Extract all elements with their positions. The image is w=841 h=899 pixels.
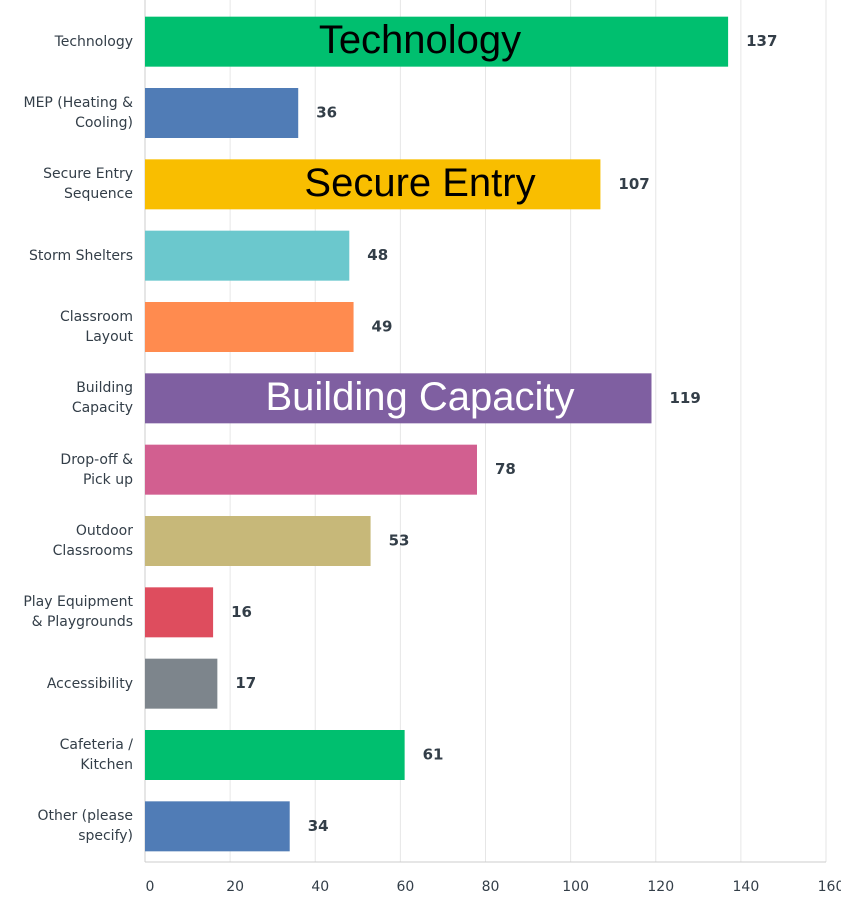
- category-label: MEP (Heating & Cooling): [23, 95, 133, 131]
- value-label: 34: [308, 817, 329, 835]
- category-label: Secure Entry Sequence: [43, 166, 133, 203]
- bar: [145, 587, 214, 638]
- annotation: Secure Entry: [304, 161, 535, 205]
- x-tick-label: 140: [733, 879, 760, 895]
- value-label: 119: [669, 389, 700, 407]
- x-tick-label: 40: [311, 879, 329, 895]
- category-label: Outdoor Classrooms: [52, 523, 133, 559]
- bar: [145, 801, 290, 852]
- x-tick-label: 160: [818, 879, 841, 895]
- value-label: 107: [618, 175, 649, 193]
- bar: [145, 302, 354, 352]
- x-tick-label: 120: [647, 879, 674, 895]
- x-tick-label: 0: [146, 879, 155, 895]
- annotation: Technology: [319, 18, 521, 62]
- x-tick-label: 80: [482, 879, 500, 895]
- bar: [145, 444, 477, 495]
- value-label: 53: [389, 532, 410, 550]
- category-label: Storm Shelters: [29, 247, 133, 264]
- bar: [145, 516, 371, 566]
- bar: [145, 159, 601, 210]
- x-tick-label: 20: [226, 879, 244, 895]
- value-label: 61: [423, 746, 444, 764]
- bar: [145, 16, 729, 67]
- value-label: 48: [367, 246, 388, 264]
- category-label: Accessibility: [46, 675, 133, 692]
- x-tick-label: 60: [396, 879, 414, 895]
- bar: [145, 730, 405, 780]
- value-label: 16: [231, 603, 252, 621]
- value-label: 78: [495, 460, 516, 478]
- value-label: 49: [372, 318, 393, 336]
- bar: [145, 658, 218, 709]
- category-label: Play Equipment & Playgrounds: [23, 594, 133, 631]
- category-label: Building Capacity: [71, 380, 133, 417]
- annotation: Building Capacity: [265, 375, 574, 419]
- category-label: Cafeteria / Kitchen: [59, 737, 133, 773]
- value-label: 36: [316, 104, 337, 122]
- category-label: Drop-off & Pick up: [60, 451, 133, 488]
- bar: [145, 88, 299, 138]
- bar: [145, 373, 652, 424]
- bar: [145, 230, 350, 281]
- value-label: 17: [235, 674, 256, 692]
- x-tick-label: 100: [562, 879, 589, 895]
- category-label: Classroom Layout: [59, 309, 133, 345]
- value-label: 137: [746, 32, 777, 50]
- category-label: Other (please specify): [37, 808, 133, 845]
- category-label: Technology: [54, 33, 133, 50]
